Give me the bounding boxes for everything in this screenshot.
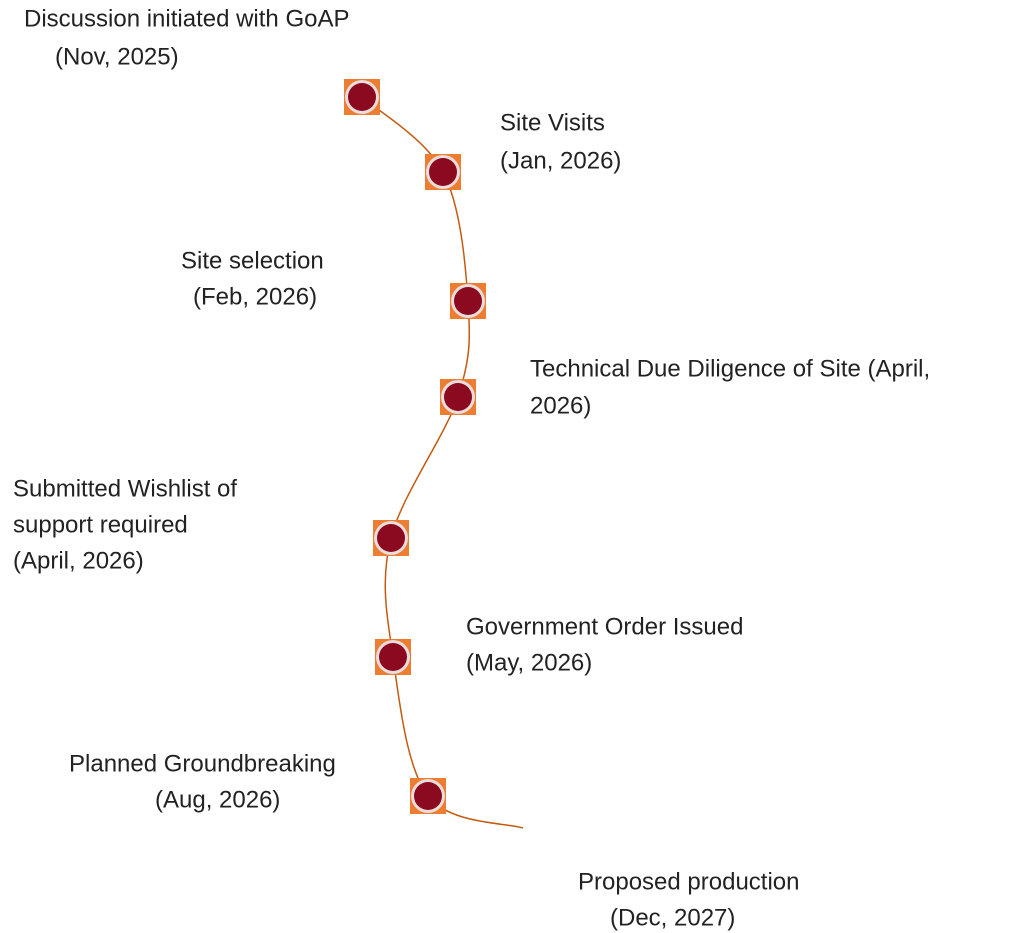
milestone-dot [454, 287, 482, 315]
milestone-label: Technical Due Diligence of Site (April, [530, 355, 930, 382]
milestone-dot [348, 83, 376, 111]
milestone-label: (Jan, 2026) [500, 147, 621, 174]
milestone-label: (Aug, 2026) [155, 786, 280, 813]
milestone-label: Proposed production [578, 868, 799, 895]
milestone-label: (Nov, 2025) [55, 43, 179, 70]
milestone-label: Submitted Wishlist of [13, 475, 237, 502]
milestone-label: (April, 2026) [13, 547, 144, 574]
milestone-dot [444, 383, 472, 411]
milestone-label: Government Order Issued [466, 613, 743, 640]
milestone-label: support required [13, 511, 188, 538]
curve-layer [361, 96, 524, 829]
milestone-dot [377, 524, 405, 552]
timeline-curve [361, 96, 524, 829]
milestone-dot [429, 158, 457, 186]
milestone-label: Site Visits [500, 109, 605, 136]
milestone-label: Planned Groundbreaking [69, 750, 336, 777]
milestone-label: Site selection [181, 247, 324, 274]
milestone-dot [414, 782, 442, 810]
milestone-dot [379, 643, 407, 671]
milestone-label: Discussion initiated with GoAP [24, 5, 349, 32]
milestone-label: (Feb, 2026) [193, 283, 317, 310]
milestone-label: (May, 2026) [466, 649, 592, 676]
milestone-label: 2026) [530, 392, 591, 419]
node-layer [344, 79, 486, 814]
text-layer: Discussion initiated with GoAP (Nov, 2025… [13, 5, 930, 931]
milestone-label: (Dec, 2027) [610, 904, 735, 931]
